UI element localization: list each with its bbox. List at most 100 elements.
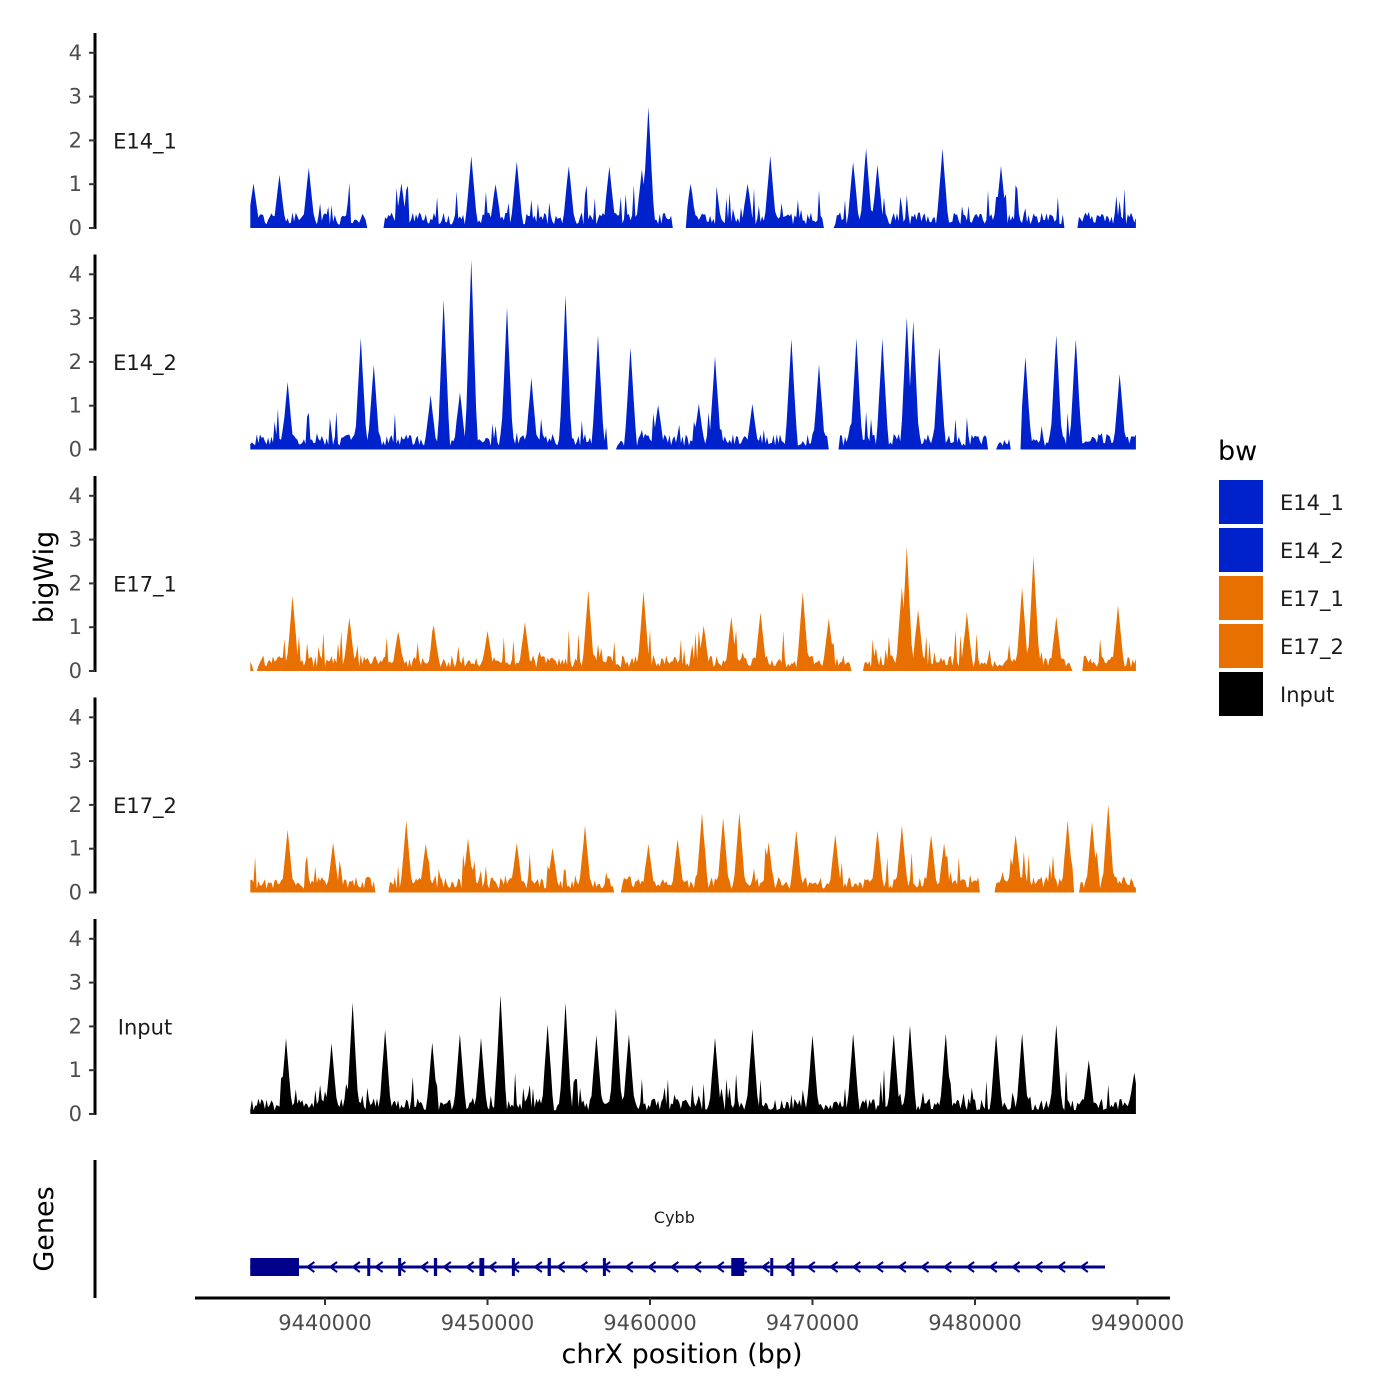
legend-label: E14_1 xyxy=(1280,491,1344,516)
y-tick-label: 1 xyxy=(69,837,82,861)
track-label: E14_2 xyxy=(113,351,177,376)
legend-label: Input xyxy=(1280,683,1334,707)
gene-label: Cybb xyxy=(654,1208,695,1227)
x-tick-label: 9470000 xyxy=(766,1311,860,1335)
legend-key-input xyxy=(1219,672,1263,716)
gene-exon xyxy=(547,1258,551,1276)
y-tick-label: 3 xyxy=(69,85,82,109)
strand-arrow xyxy=(487,1261,497,1273)
strand-arrow xyxy=(919,1261,930,1273)
y-tick-label: 4 xyxy=(69,41,82,65)
x-tick-label: 9450000 xyxy=(441,1311,535,1335)
gene-cybb: Cybb xyxy=(250,1208,1105,1276)
x-tick-label: 9480000 xyxy=(928,1311,1022,1335)
x-tick-label: 9440000 xyxy=(278,1311,372,1335)
strand-arrow xyxy=(942,1261,952,1273)
x-tick-label: 9460000 xyxy=(603,1311,697,1335)
strand-arrow xyxy=(578,1261,588,1273)
gene-exon xyxy=(433,1258,438,1276)
track-e14_2: 0 1 2 3 4 E14_2 xyxy=(69,254,1136,462)
strand-arrow xyxy=(783,1261,793,1273)
bigwig-tracks: 0 1 2 3 4 E14_1 0 1 2 3 4 E14_2 0 1 2 3 4 E17_1 0 1 2 3 4 E17_2… xyxy=(69,33,1136,1126)
y-tick-label: 0 xyxy=(69,881,82,905)
legend-title: bw xyxy=(1218,436,1257,467)
x-axis: 9440000 9450000 9460000 9470000 9480000 94900… xyxy=(195,1296,1185,1335)
strand-arrow xyxy=(624,1261,634,1273)
gene-panel: Cybb xyxy=(93,1160,1105,1298)
strand-arrow xyxy=(464,1261,475,1273)
signal-area-e17_1 xyxy=(250,546,1136,671)
gene-exon xyxy=(731,1258,745,1276)
gene-exon xyxy=(791,1258,795,1276)
legend-key-e17_1 xyxy=(1219,576,1263,620)
y-tick-label: 2 xyxy=(69,1014,82,1038)
track-e17_2: 0 1 2 3 4 E17_2 xyxy=(69,697,1136,905)
strand-arrow xyxy=(1010,1261,1021,1273)
y-tick-label: 4 xyxy=(69,484,82,508)
y-tick-label: 1 xyxy=(69,394,82,418)
legend-key-e14_2 xyxy=(1219,528,1263,572)
y-tick-label: 1 xyxy=(69,615,82,639)
y-tick-label: 0 xyxy=(69,1102,82,1126)
strand-arrow xyxy=(988,1261,998,1273)
strand-arrow xyxy=(646,1261,657,1273)
strand-arrow xyxy=(760,1261,770,1273)
gene-exon xyxy=(602,1258,606,1276)
y-tick-label: 0 xyxy=(69,438,82,462)
y-tick-label: 4 xyxy=(69,927,82,951)
y-tick-label: 3 xyxy=(69,971,82,995)
signal-area-e14_1 xyxy=(250,106,1136,228)
y-tick-label: 1 xyxy=(69,1058,82,1082)
strand-arrow xyxy=(555,1261,566,1273)
strand-arrow xyxy=(328,1261,338,1273)
track-label: E17_1 xyxy=(113,572,177,597)
signal-area-e14_2 xyxy=(250,259,1136,450)
gene-exon xyxy=(511,1258,515,1276)
legend-label: E14_2 xyxy=(1280,539,1344,564)
y-tick-label: 2 xyxy=(69,128,82,152)
gene-exon xyxy=(770,1258,774,1276)
y-tick-label: 0 xyxy=(69,659,82,683)
strand-arrow xyxy=(806,1261,816,1273)
strand-arrow xyxy=(305,1261,315,1273)
strand-arrow xyxy=(442,1261,452,1273)
y-tick-label: 0 xyxy=(69,216,82,240)
gene-panel-title: Genes xyxy=(29,1186,60,1271)
strand-arrow xyxy=(1056,1261,1066,1273)
y-tick-label: 2 xyxy=(69,571,82,595)
strand-arrow xyxy=(419,1261,429,1273)
y-tick-label: 3 xyxy=(69,749,82,773)
track-e17_1: 0 1 2 3 4 E17_1 xyxy=(69,476,1136,683)
y-tick-label: 3 xyxy=(69,528,82,552)
gene-exon xyxy=(250,1258,299,1276)
strand-arrow xyxy=(851,1261,861,1273)
y-axis-title: bigWig xyxy=(29,531,60,624)
track-label: E17_2 xyxy=(113,794,177,819)
strand-arrow xyxy=(897,1261,907,1273)
legend-label: E17_2 xyxy=(1280,635,1344,660)
track-e14_1: 0 1 2 3 4 E14_1 xyxy=(69,33,1136,240)
strand-arrow xyxy=(351,1261,361,1273)
y-tick-label: 4 xyxy=(69,705,82,729)
gene-exon xyxy=(367,1258,371,1276)
track-label: Input xyxy=(118,1015,172,1039)
strand-arrow xyxy=(965,1261,975,1273)
track-input: 0 1 2 3 4 Input xyxy=(69,919,1136,1126)
strand-arrow xyxy=(373,1261,384,1273)
y-tick-label: 2 xyxy=(69,793,82,817)
y-tick-label: 2 xyxy=(69,350,82,374)
track-label: E14_1 xyxy=(113,129,177,154)
x-axis-title: chrX position (bp) xyxy=(561,1339,802,1370)
legend-label: E17_1 xyxy=(1280,587,1344,612)
y-tick-label: 4 xyxy=(69,262,82,286)
strand-arrow xyxy=(692,1261,702,1273)
legend-key-e17_2 xyxy=(1219,624,1263,668)
strand-arrow xyxy=(533,1261,543,1273)
strand-arrow xyxy=(669,1261,679,1273)
strand-arrow xyxy=(874,1261,884,1273)
signal-area-e17_2 xyxy=(250,804,1136,893)
strand-arrow xyxy=(828,1261,839,1273)
signal-area-input xyxy=(250,994,1136,1114)
x-tick-label: 9490000 xyxy=(1091,1311,1185,1335)
